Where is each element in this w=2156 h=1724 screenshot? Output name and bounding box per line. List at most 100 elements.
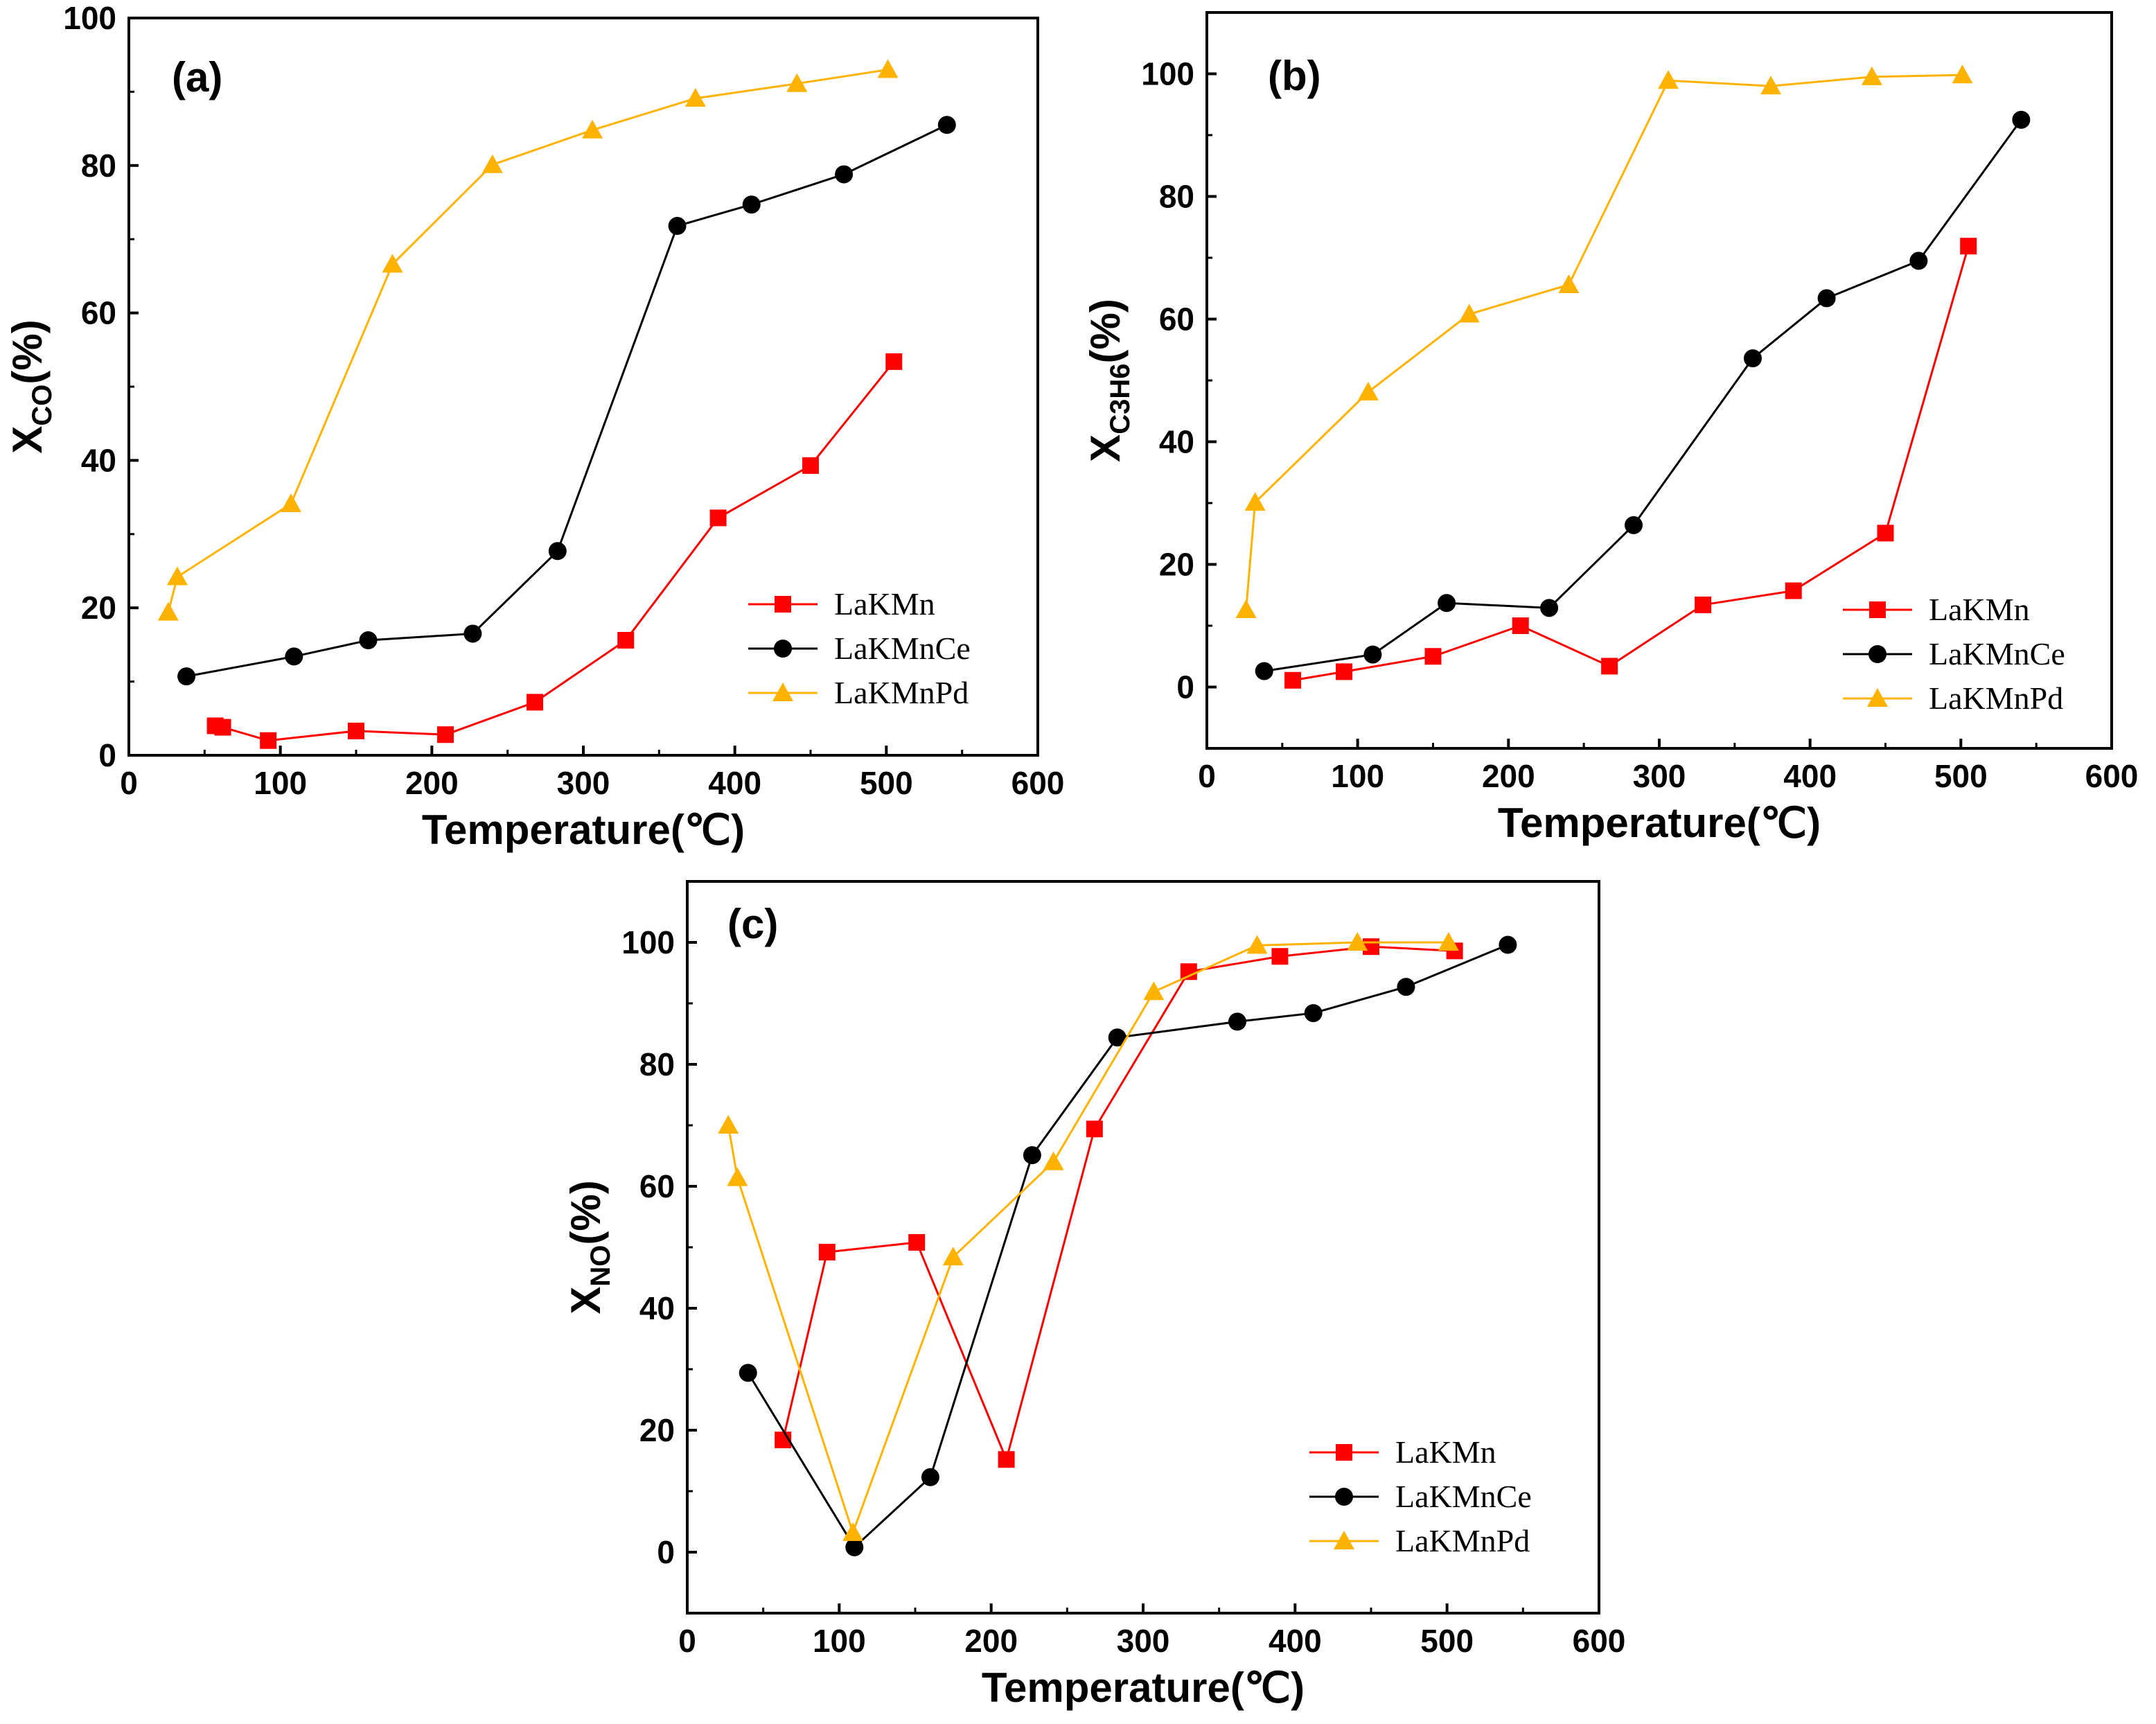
y-axis-title: XC3H6(%): [1082, 299, 1136, 462]
x-tick-label: 0: [678, 1623, 696, 1659]
data-point: [348, 722, 364, 739]
y-axis-title: XNO(%): [563, 1180, 616, 1314]
data-point: [1357, 381, 1379, 401]
series-line: [1245, 73, 1963, 610]
legend-marker: [1868, 645, 1886, 663]
y-tick-label: 40: [639, 1290, 675, 1326]
data-point: [1624, 516, 1643, 534]
data-point: [359, 631, 378, 650]
data-point: [1743, 349, 1762, 368]
x-tick-label: 400: [1783, 758, 1837, 794]
series-LaKMnCe: [177, 116, 956, 686]
series-LaKMn: [1284, 238, 1977, 689]
y-tick-label: 40: [1159, 424, 1194, 460]
x-axis-title: Temperature(℃): [1498, 800, 1821, 846]
data-point: [1108, 1028, 1126, 1047]
legend-label: LaKMnCe: [834, 631, 971, 666]
data-point: [1271, 948, 1289, 965]
y-tick-label: 40: [81, 442, 116, 478]
series-line: [781, 945, 1455, 1463]
data-point: [548, 542, 567, 561]
legend-marker: [1335, 1488, 1353, 1506]
legend-label: LaKMn: [834, 586, 935, 622]
data-point: [481, 154, 503, 173]
data-point: [1512, 617, 1529, 634]
y-tick-label: 0: [657, 1534, 675, 1570]
data-point: [1255, 662, 1273, 680]
x-tick-label: 500: [1934, 758, 1988, 794]
data-point: [908, 1233, 926, 1251]
data-point: [739, 1364, 757, 1382]
x-tick-label: 500: [1420, 1623, 1474, 1659]
data-point: [1228, 1012, 1246, 1031]
data-point: [285, 647, 303, 666]
data-point: [1424, 648, 1442, 665]
data-point: [1086, 1120, 1103, 1138]
y-tick-label: 0: [1176, 669, 1194, 705]
legend-marker: [1867, 688, 1888, 707]
panel-label: (b): [1268, 53, 1321, 99]
series-LaKMnCe: [739, 935, 1517, 1556]
panel-c: 0 100 200 300 400 500 600 0 20 40 60 80 100 Temperatu…: [563, 880, 1626, 1711]
panel-a: 0 100 200 300 400 500 600 0 20 40 60 80 100 Temperatu…: [4, 0, 1064, 853]
legend-label: LaKMn: [1395, 1434, 1496, 1470]
data-point: [1909, 252, 1928, 270]
legend-label: LaKMnCe: [1395, 1479, 1532, 1514]
x-tick-label: 500: [860, 765, 913, 801]
series-LaKMnCe: [1255, 110, 2031, 680]
y-tick-label: 80: [639, 1046, 675, 1082]
x-tick-label: 400: [708, 765, 761, 801]
data-point: [842, 1522, 864, 1541]
data-point: [1558, 274, 1580, 293]
x-tick-label: 0: [1198, 758, 1216, 794]
data-point: [582, 119, 603, 139]
series-LaKMnPd: [157, 59, 899, 621]
data-point: [214, 719, 231, 736]
legend-label: LaKMnPd: [1929, 680, 2063, 716]
data-point: [1952, 64, 1973, 84]
data-point: [1143, 981, 1165, 1001]
legend-marker: [1869, 601, 1886, 618]
series-LaKMnPd: [1235, 64, 1973, 618]
data-point: [1244, 492, 1266, 511]
series-line: [167, 68, 888, 613]
panel-label: (a): [172, 54, 222, 100]
x-tick-label: 600: [2085, 758, 2139, 794]
y-tick-label: 100: [621, 924, 675, 960]
data-point: [2012, 110, 2031, 129]
legend-label: LaKMnPd: [834, 675, 969, 710]
data-point: [802, 457, 819, 474]
y-tick-label: 100: [63, 0, 116, 36]
x-tick-label: 100: [813, 1623, 866, 1659]
data-point: [1336, 663, 1353, 680]
legend: LaKMn LaKMnCe LaKMnPd: [748, 586, 971, 710]
data-point: [1960, 238, 1977, 255]
data-point: [727, 1167, 748, 1186]
y-tick-label: 80: [81, 148, 116, 184]
data-point: [1180, 963, 1197, 980]
data-point: [1540, 599, 1559, 617]
data-point: [1877, 525, 1894, 542]
data-point: [157, 601, 179, 621]
series-LaKMn: [206, 353, 903, 749]
data-point: [742, 195, 761, 214]
data-point: [1817, 289, 1836, 308]
data-point: [1397, 978, 1415, 996]
data-point: [921, 1468, 939, 1486]
series-line: [1264, 118, 2022, 672]
series-line: [186, 123, 948, 678]
data-point: [885, 353, 903, 370]
x-tick-label: 200: [964, 1623, 1018, 1659]
data-point: [668, 217, 687, 236]
x-tick-label: 600: [1573, 1623, 1626, 1659]
y-tick-label: 20: [639, 1412, 675, 1448]
data-point: [1043, 1151, 1064, 1170]
legend: LaKMn LaKMnCe LaKMnPd: [1309, 1434, 1532, 1558]
x-axis-title: Temperature(℃): [422, 807, 745, 853]
data-point: [280, 493, 301, 513]
y-tick-label: 100: [1141, 56, 1194, 92]
legend-marker: [1334, 1531, 1354, 1549]
data-point: [1658, 70, 1679, 89]
legend-label: LaKMnCe: [1929, 636, 2065, 671]
series-LaKMnPd: [718, 932, 1459, 1541]
